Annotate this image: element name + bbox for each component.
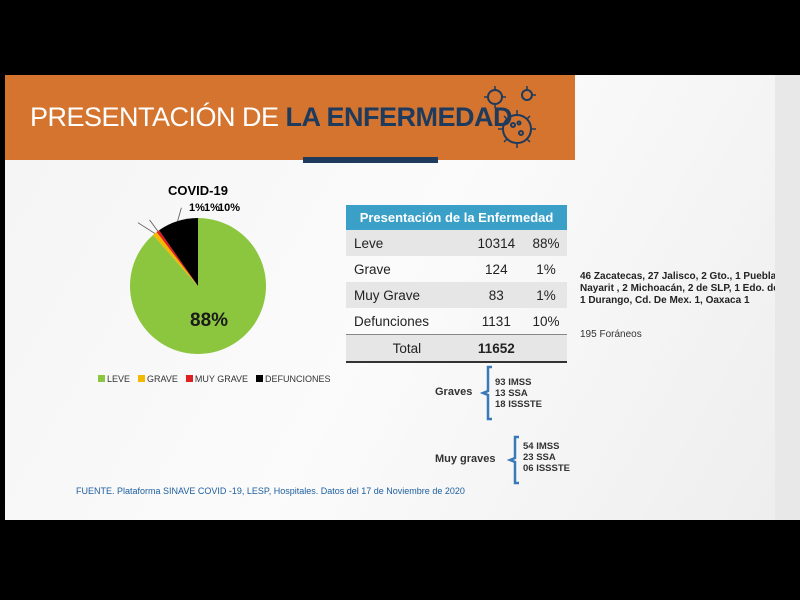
virus-icon [484, 86, 536, 148]
legend-item: MUY GRAVE [185, 374, 248, 384]
legend-item: DEFUNCIONES [256, 374, 331, 384]
header-banner: PRESENTACIÓN DE LA ENFERMEDAD [5, 75, 575, 160]
muy-graves-list: 54 IMSS 23 SSA 06 ISSSTE [523, 441, 570, 474]
pie-slice-muy-grave [156, 230, 198, 286]
title-underline [303, 157, 438, 163]
states-text: 46 Zacatecas, 27 Jalisco, 2 Gto., 1 Pueb… [580, 271, 800, 306]
brace-icon [507, 435, 519, 485]
slide: PRESENTACIÓN DE LA ENFERMEDAD COVID-19 1… [5, 75, 800, 520]
legend-item: GRAVE [138, 374, 178, 384]
muy-graves-label: Muy graves [435, 453, 496, 465]
table-title: Presentación de la Enfermedad [346, 205, 567, 230]
background-strip [775, 75, 800, 520]
pie-slice-defunciones [159, 218, 198, 286]
title-light: PRESENTACIÓN DE [30, 102, 286, 132]
leader-line [177, 207, 182, 222]
title-bold: LA ENFERMEDAD [285, 102, 513, 132]
data-label-defunciones: 10% [218, 202, 241, 214]
foraneos-text: 195 Foráneos [580, 329, 642, 340]
source-note: FUENTE. Plataforma SINAVE COVID -19, LES… [76, 486, 465, 496]
table-row: Muy Grave 83 1% [346, 282, 567, 308]
brace-icon [480, 365, 492, 421]
leader-line [149, 219, 159, 232]
table-row: Defunciones 1131 10% [354, 313, 560, 329]
disease-table: Presentación de la Enfermedad Leve 10314 8… [346, 205, 567, 363]
table-row: Grave 124 1% [354, 261, 556, 277]
leader-line [137, 222, 156, 234]
data-label-leve: 88% [190, 310, 229, 331]
graves-list: 93 IMSS 13 SSA 18 ISSSTE [495, 377, 542, 410]
table-row: Leve 10314 88% [346, 230, 567, 256]
data-label-grave: 1% [189, 202, 205, 214]
pie-chart [130, 207, 266, 354]
legend-item: LEVE [98, 374, 130, 384]
page-title: PRESENTACIÓN DE LA ENFERMEDAD [30, 102, 513, 133]
pie-slice-grave [153, 232, 198, 286]
table-total-row: Total 11652 [346, 334, 567, 363]
data-label-muy-grave: 1% [204, 202, 220, 214]
chart-title: COVID-19 [168, 183, 228, 198]
graves-label: Graves [435, 386, 473, 398]
chart-legend: LEVE GRAVE MUY GRAVE DEFUNCIONES [98, 374, 331, 384]
